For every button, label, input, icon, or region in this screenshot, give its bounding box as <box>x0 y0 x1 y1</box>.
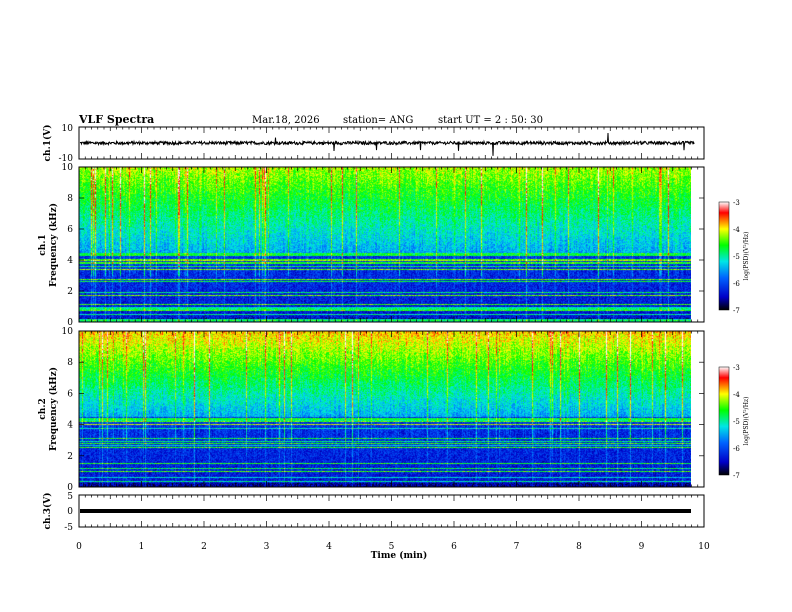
y-tick-label: 8 <box>67 358 73 368</box>
ch2-spectrogram-image <box>79 331 691 487</box>
x-tick-label: 4 <box>326 542 332 552</box>
ch1-colorbar-label: log(PSD)(V²/Hz) <box>743 232 750 281</box>
y-tick-label: 6 <box>67 389 73 399</box>
colorbar-tick-label: -3 <box>733 364 740 372</box>
colorbar-tick-label: -6 <box>733 445 740 453</box>
x-tick-label: 2 <box>201 542 207 552</box>
x-axis-label: Time (min) <box>371 550 428 561</box>
colorbar-tick-label: -4 <box>733 391 740 399</box>
colorbar-tick-label: -3 <box>733 199 740 207</box>
ch1-colorbar <box>718 201 730 311</box>
y-tick-label: 4 <box>67 256 73 266</box>
x-tick-label: 7 <box>514 542 520 552</box>
ch2-colorbar-label: log(PSD)(V²/Hz) <box>743 397 750 446</box>
x-tick-label: 6 <box>451 542 457 552</box>
y-tick-label: 0 <box>67 318 73 328</box>
ch3-ytick-top: 5 <box>67 492 73 502</box>
y-tick-label: 2 <box>67 452 73 462</box>
x-tick-label: 9 <box>639 542 645 552</box>
start-time-label: start UT = 2 : 50: 30 <box>438 115 544 126</box>
y-tick-label: 4 <box>67 421 73 431</box>
y-tick-label: 0 <box>67 483 73 493</box>
date-label: Mar.18, 2026 <box>252 115 320 126</box>
ch3-waveform-panel: 5 0 -5 ch.3(V) 0 1 2 3 4 5 6 7 8 9 10 Time (min) <box>42 492 710 561</box>
colorbar-tick-label: -6 <box>733 280 740 288</box>
ch1-ytick-bottom: -10 <box>59 154 74 164</box>
x-tick-label: 10 <box>698 542 710 552</box>
ch1-ylabel: ch.1(V) <box>42 125 53 162</box>
x-tick-label: 1 <box>139 542 145 552</box>
ch1-waveform-panel: 10 -10 ch.1(V) <box>42 124 705 164</box>
x-tick-label: 3 <box>264 542 270 552</box>
ch3-ytick-bottom: -5 <box>64 523 73 533</box>
colorbar-tick-label: -7 <box>733 472 740 480</box>
ch1-spec-prefix: ch.1 <box>38 234 48 255</box>
colorbar-tick-label: -7 <box>733 307 740 315</box>
ch2-spec-ylabel: Frequency (kHz) <box>48 367 59 451</box>
x-tick-label: 8 <box>576 542 582 552</box>
ch1-waveform-trace <box>79 132 695 156</box>
ch2-colorbar <box>718 366 730 476</box>
ch3-ylabel: ch.3(V) <box>42 493 53 530</box>
x-tick-label: 0 <box>76 542 82 552</box>
ch1-spec-ylabel: Frequency (kHz) <box>48 203 59 287</box>
colorbar-tick-label: -5 <box>733 253 740 261</box>
station-label: station= ANG <box>343 115 414 126</box>
ch3-ytick-mid: 0 <box>67 507 73 517</box>
colorbar-tick-label: -5 <box>733 418 740 426</box>
y-tick-label: 6 <box>67 225 73 235</box>
y-tick-label: 2 <box>67 287 73 297</box>
ch2-spec-prefix: ch.2 <box>38 398 48 419</box>
y-tick-label: 10 <box>62 327 74 337</box>
y-tick-label: 10 <box>62 163 74 173</box>
figure-title: VLF Spectra <box>79 113 155 126</box>
x-tick-label: 5 <box>389 542 395 552</box>
ch1-spectrogram-image <box>79 167 691 322</box>
y-tick-label: 8 <box>67 194 73 204</box>
colorbar-tick-label: -4 <box>733 226 740 234</box>
ch1-ytick-top: 10 <box>62 124 74 134</box>
